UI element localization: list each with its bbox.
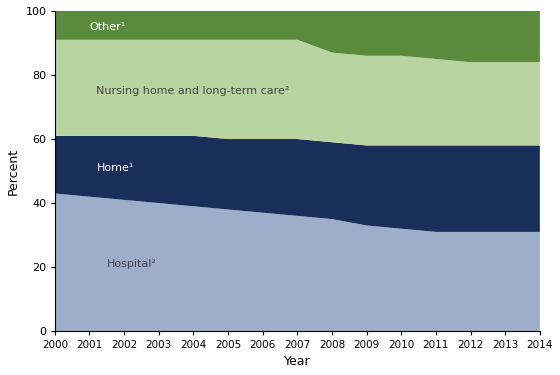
Text: Other¹: Other¹ — [90, 22, 126, 32]
Text: Home¹: Home¹ — [96, 163, 134, 173]
X-axis label: Year: Year — [284, 355, 311, 368]
Y-axis label: Percent: Percent — [7, 147, 20, 195]
Text: Nursing home and long-term care²: Nursing home and long-term care² — [96, 86, 290, 96]
Text: Hospital²: Hospital² — [107, 259, 157, 269]
